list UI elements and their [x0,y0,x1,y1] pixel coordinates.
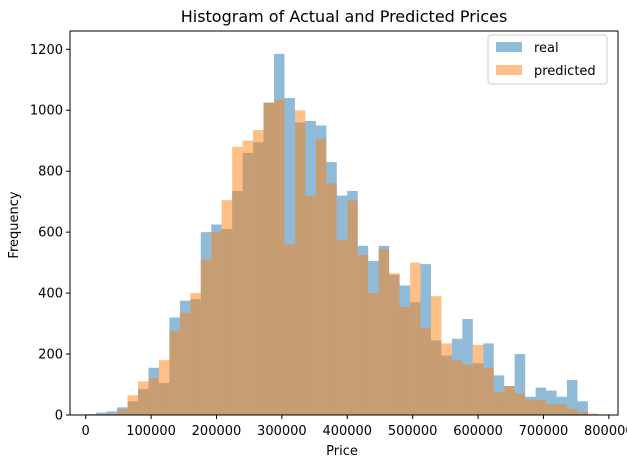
bar-predicted-27 [378,248,390,415]
bar-predicted-11 [211,232,222,415]
legend-label-predicted: predicted [534,64,596,79]
bar-predicted-39 [504,386,515,415]
bar-real-46 [566,379,578,415]
bar-predicted-42 [535,399,547,415]
x-tick-label-4: 400000 [322,424,372,439]
y-tick-label-6: 1200 [30,43,63,58]
bar-predicted-40 [514,393,526,415]
bar-predicted-44 [556,404,567,415]
y-tick-label-0: 0 [55,409,63,424]
bar-real-41 [514,354,526,415]
bars-layer [85,53,599,416]
bar-real-44 [546,390,557,415]
y-tick-label-3: 600 [38,226,63,241]
bar-predicted-26 [368,293,379,415]
bar-predicted-7 [169,331,180,415]
y-tick-label-1: 200 [38,348,63,363]
bar-predicted-24 [347,200,358,415]
bar-predicted-33 [441,343,452,415]
bar-predicted-21 [315,139,327,415]
bar-predicted-9 [190,293,201,415]
bar-predicted-45 [566,408,578,415]
bar-predicted-37 [483,367,494,415]
bar-predicted-32 [430,296,442,415]
bar-predicted-5 [148,378,159,415]
bar-predicted-36 [472,344,484,415]
bar-predicted-15 [253,130,264,416]
plot-frame [69,30,619,416]
x-tick-label-3: 300000 [257,424,307,439]
bar-predicted-13 [232,146,243,416]
y-tick-label-4: 800 [38,165,63,180]
bar-predicted-23 [336,239,348,415]
legend-swatch-predicted [496,65,522,75]
bar-predicted-29 [399,306,411,415]
bar-predicted-43 [546,404,557,415]
bar-predicted-34 [451,360,463,415]
bar-predicted-35 [462,364,473,415]
x-tick-label-2: 200000 [192,424,242,439]
legend-label-real: real [534,41,559,56]
bar-predicted-20 [305,195,316,415]
bar-predicted-28 [389,273,400,415]
bar-predicted-41 [525,399,536,415]
bar-real-47 [577,401,588,415]
bar-predicted-31 [420,328,431,415]
y-axis-label: Frequency [7,191,22,258]
bar-predicted-17 [274,99,285,416]
bar-real-2 [106,411,118,415]
bar-predicted-6 [158,360,170,415]
chart-title: Histogram of Actual and Predicted Prices [181,7,508,26]
y-tick-label-2: 400 [38,287,63,302]
bar-predicted-38 [493,392,505,415]
bar-predicted-4 [138,381,149,415]
legend-swatch-real [496,42,522,52]
x-tick-label-5: 500000 [388,424,438,439]
bar-predicted-30 [410,262,421,415]
bar-predicted-22 [326,183,337,415]
x-axis-label: Price [326,444,358,459]
bar-predicted-3 [127,395,139,415]
y-tick-label-5: 1000 [30,104,63,119]
bar-predicted-8 [179,312,191,415]
bar-predicted-18 [284,244,295,415]
x-tick-label-0: 0 [82,424,90,439]
bar-predicted-10 [200,259,212,415]
x-tick-label-7: 700000 [519,424,569,439]
axes-layer: 0 100000 200000 300000 400000 500000 600000 700… [30,30,627,439]
bar-predicted-47 [587,413,599,415]
bar-predicted-2 [117,409,128,415]
bar-predicted-12 [221,200,233,415]
x-tick-label-6: 600000 [453,424,503,439]
bar-predicted-19 [294,110,306,415]
bar-predicted-16 [263,102,275,415]
bar-predicted-46 [577,411,588,415]
legend: real predicted [487,34,608,85]
x-tick-label-1: 100000 [126,424,176,439]
bar-real-1 [96,412,107,415]
bar-predicted-14 [242,140,254,415]
bar-predicted-25 [357,255,369,415]
